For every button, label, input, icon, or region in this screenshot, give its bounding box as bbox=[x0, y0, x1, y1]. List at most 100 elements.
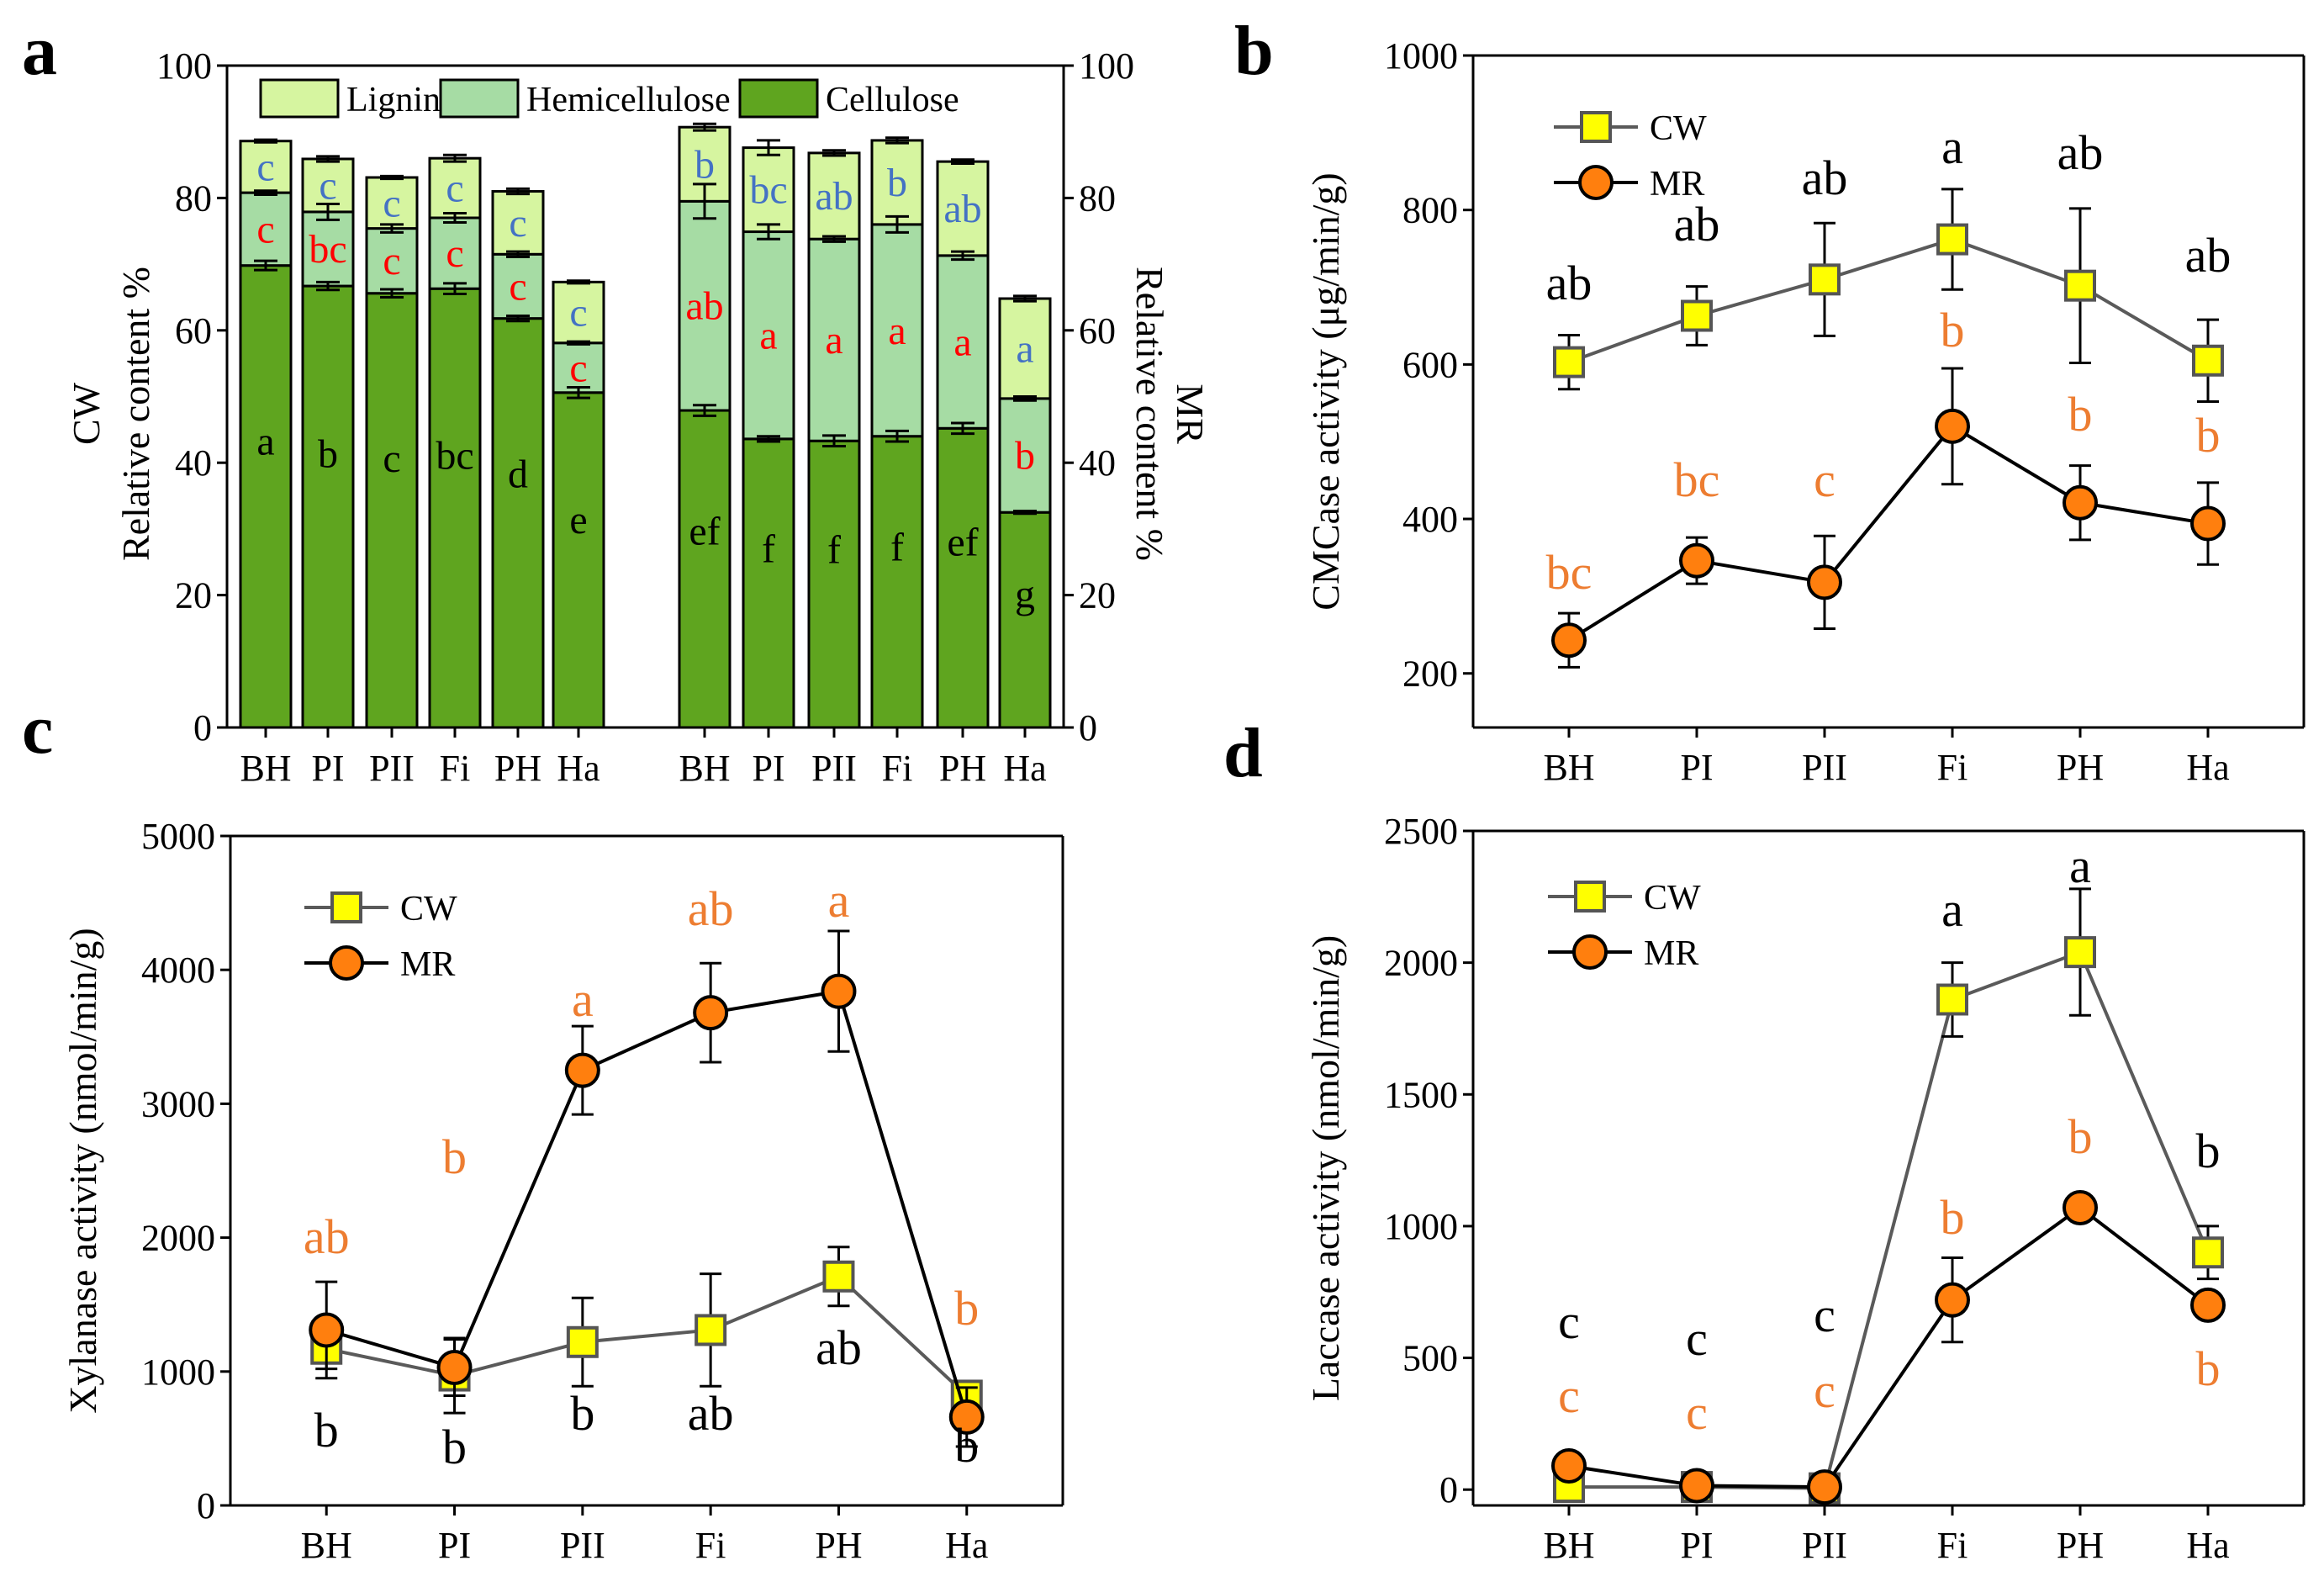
x-label-d-bh: BH bbox=[1543, 1525, 1594, 1566]
sig-letter-d-mr-bh: c bbox=[1558, 1368, 1580, 1423]
bar-mr-pii-cellulose bbox=[807, 439, 861, 729]
x-label-d-pii: PII bbox=[1802, 1525, 1847, 1566]
sig-letter-c-cw-bh: b bbox=[314, 1403, 339, 1457]
legend-marker-c-cw bbox=[330, 891, 362, 923]
marker-c-cw-fi bbox=[695, 1314, 727, 1346]
marker-b-cw-pii bbox=[1809, 263, 1841, 296]
sig-letter-mr-fi-hemicellulose: a bbox=[888, 309, 906, 353]
panel-label-c: c bbox=[22, 690, 53, 769]
sig-letter-cw-ph-hemicellulose: c bbox=[509, 264, 526, 309]
bar-mr-pi-hemicellulose bbox=[742, 230, 795, 441]
axis-b-title: CMCase activity (μg/min/g) bbox=[1304, 172, 1347, 610]
tick-label-a-right-0: 0 bbox=[1079, 707, 1097, 749]
legend-label-d-mr: MR bbox=[1644, 934, 1698, 973]
tick-label-a-left-2: 40 bbox=[175, 442, 212, 484]
x-label-d-ha: Ha bbox=[2186, 1525, 2229, 1566]
sig-letter-b-cw-pi: ab bbox=[1674, 197, 1720, 251]
tick-label-d-y-2: 1000 bbox=[1384, 1206, 1458, 1247]
tick-label-c-y-5: 5000 bbox=[141, 816, 215, 857]
tick-label-b-y-0: 200 bbox=[1402, 653, 1458, 695]
marker-d-mr-ha bbox=[2190, 1287, 2226, 1323]
sig-letter-cw-ph-cellulose: d bbox=[508, 452, 528, 496]
legend-label-d-cw: CW bbox=[1644, 879, 1701, 918]
sig-letter-mr-ph-hemicellulose: a bbox=[953, 320, 971, 365]
sig-letter-c-mr-pi: b bbox=[442, 1129, 467, 1184]
bar-mr-pi-cellulose bbox=[742, 437, 795, 729]
bar-cw-pii-cellulose bbox=[365, 292, 419, 729]
legend-label-b-mr: MR bbox=[1650, 165, 1704, 204]
tick-label-a-right-1: 20 bbox=[1079, 575, 1116, 616]
x-label-b-ph: PH bbox=[2057, 747, 2104, 788]
tick-label-a-left-0: 0 bbox=[193, 707, 212, 749]
x-label-a-mr-pii: PII bbox=[811, 748, 857, 789]
sig-letter-c-cw-ph: ab bbox=[816, 1320, 862, 1375]
legend-label-lignin: Lignin bbox=[346, 81, 441, 119]
tick-label-a-left-1: 20 bbox=[175, 575, 212, 616]
bar-cw-pii-lignin bbox=[365, 176, 419, 230]
sig-letter-mr-bh-cellulose: ef bbox=[689, 509, 720, 553]
marker-b-mr-ph bbox=[2063, 484, 2098, 521]
x-label-b-ha: Ha bbox=[2186, 747, 2229, 788]
series-line-d-mr bbox=[1568, 1205, 2210, 1489]
axis-a-left-title: Relative content % bbox=[114, 267, 157, 561]
x-label-a-mr-ha: Ha bbox=[1003, 748, 1046, 789]
tick-label-d-y-0: 0 bbox=[1439, 1469, 1458, 1510]
sig-letter-b-cw-ha: ab bbox=[2185, 228, 2232, 283]
sig-letter-mr-ph-lignin: ab bbox=[943, 187, 981, 231]
bar-cw-pi-cellulose bbox=[301, 284, 355, 729]
marker-b-mr-pii bbox=[1807, 564, 1842, 600]
x-label-c-fi: Fi bbox=[695, 1525, 726, 1566]
tick-label-c-y-3: 3000 bbox=[141, 1083, 215, 1124]
sig-letter-mr-ha-hemicellulose: b bbox=[1015, 434, 1035, 479]
sig-letter-c-mr-ph: a bbox=[828, 873, 850, 928]
tick-label-d-y-4: 2000 bbox=[1384, 943, 1458, 984]
legend-swatch-lignin bbox=[259, 78, 340, 119]
sig-letter-b-mr-pii: c bbox=[1814, 452, 1835, 507]
marker-b-cw-ph bbox=[2064, 269, 2096, 302]
sig-letter-mr-pi-hemicellulose: a bbox=[759, 314, 777, 358]
bar-mr-ph-cellulose bbox=[936, 426, 990, 729]
sig-letter-mr-ha-cellulose: g bbox=[1015, 572, 1035, 616]
panel-label-b: b bbox=[1234, 12, 1274, 90]
sig-letter-b-cw-fi: a bbox=[1941, 119, 1963, 174]
sig-letter-d-cw-fi: a bbox=[1941, 882, 1963, 937]
sig-letter-cw-ha-lignin: c bbox=[569, 291, 587, 336]
sig-letter-mr-fi-lignin: b bbox=[887, 161, 907, 205]
marker-b-mr-fi bbox=[1935, 408, 1970, 444]
marker-c-mr-pii bbox=[564, 1052, 600, 1088]
x-label-d-fi: Fi bbox=[1937, 1525, 1968, 1566]
tick-label-d-y-1: 500 bbox=[1402, 1338, 1458, 1379]
tick-label-c-y-0: 0 bbox=[197, 1485, 215, 1526]
legend-label-c-cw: CW bbox=[400, 890, 457, 928]
sig-letter-cw-pii-lignin: c bbox=[383, 181, 400, 225]
sig-letter-mr-pi-lignin: bc bbox=[749, 168, 787, 213]
x-label-d-ph: PH bbox=[2057, 1525, 2104, 1566]
tick-label-c-y-2: 2000 bbox=[141, 1218, 215, 1259]
legend-marker-b-cw bbox=[1580, 111, 1612, 143]
sig-letter-cw-pii-hemicellulose: c bbox=[383, 239, 400, 283]
tick-label-b-y-2: 600 bbox=[1402, 344, 1458, 385]
bar-cw-pii-hemicellulose bbox=[365, 227, 419, 295]
marker-b-mr-ha bbox=[2190, 505, 2226, 542]
marker-b-cw-ha bbox=[2192, 344, 2224, 377]
x-label-b-fi: Fi bbox=[1937, 747, 1968, 788]
x-label-d-pi: PI bbox=[1680, 1525, 1713, 1566]
sig-letter-b-cw-bh: ab bbox=[1546, 256, 1592, 310]
sig-letter-d-cw-ha: b bbox=[2196, 1124, 2221, 1178]
bar-mr-ph-lignin bbox=[936, 160, 990, 257]
bar-mr-bh-hemicellulose bbox=[678, 199, 732, 412]
sig-letter-b-mr-ph: b bbox=[2068, 387, 2093, 442]
sig-letter-d-mr-ph: b bbox=[2068, 1109, 2093, 1164]
legend-label-c-mr: MR bbox=[400, 945, 455, 984]
marker-d-cw-ph bbox=[2064, 936, 2096, 969]
marker-d-mr-ph bbox=[2063, 1189, 2098, 1225]
x-label-a-cw-pii: PII bbox=[369, 748, 415, 789]
tick-label-d-y-5: 2500 bbox=[1384, 811, 1458, 852]
x-label-b-pii: PII bbox=[1802, 747, 1847, 788]
x-label-a-cw-bh: BH bbox=[240, 748, 291, 789]
x-label-a-cw-pi: PI bbox=[311, 748, 344, 789]
sig-letter-d-cw-pii: c bbox=[1814, 1288, 1835, 1342]
sig-letter-cw-fi-cellulose: bc bbox=[436, 433, 473, 478]
axis-a-right-group-label: MR bbox=[1169, 384, 1212, 444]
bar-mr-fi-lignin bbox=[870, 139, 924, 226]
